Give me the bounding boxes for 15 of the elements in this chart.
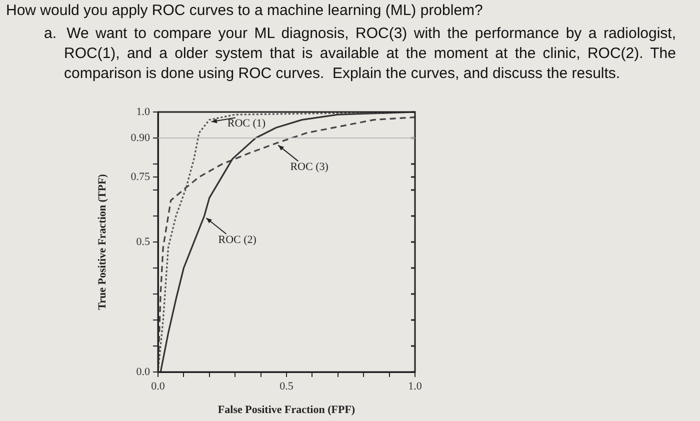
x-tick-label: 0.0 [151,380,166,392]
annotation: ROC (1) [227,118,266,130]
chart-subtitle: a. We want to compare your ML diagnosis, ROC(3) with the performance by a radiologist, ROC(1), and a older system that is available at the moment at the clinic, ROC(2). The comparison is done using ROC curves. Explain the curves, and discuss the results. [44,24,676,84]
annotation: ROC (3) [290,161,329,174]
y-tick-label: 0.0 [136,366,150,378]
y-axis-title: True Positive Fraction (TPF) [96,174,108,310]
y-tick-label: 0.90 [130,132,150,144]
annotation: ROC (2) [218,234,257,246]
x-tick-label: 0.5 [280,380,294,392]
y-tick-label: 0.75 [130,170,150,183]
y-tick-label: 1.0 [136,106,150,118]
x-tick-label: 1.0 [408,380,422,392]
x-axis-title: False Positive Fraction (FPF) [218,404,356,416]
y-tick-label: 0.5 [136,236,150,248]
chart-title: How would you apply ROC curves to a machine learning (ML) problem? [6,2,483,19]
